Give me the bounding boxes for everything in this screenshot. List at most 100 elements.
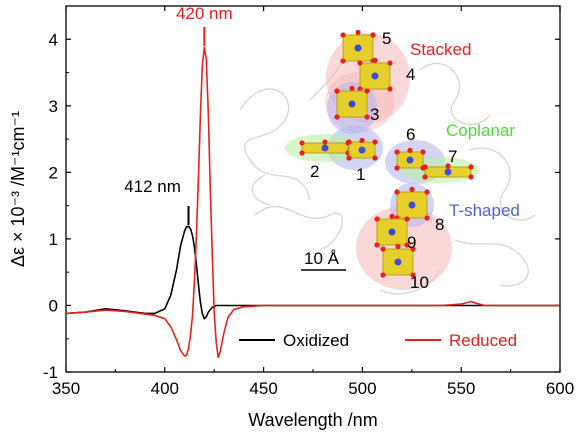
oxygen-atom	[355, 29, 361, 35]
oxygen-atom	[424, 189, 430, 195]
oxygen-atom	[364, 88, 370, 94]
oxygen-atom	[404, 242, 410, 248]
peak-label-420: 420 nm	[176, 4, 233, 23]
oxygen-atom	[394, 149, 400, 155]
oxygen-atom	[299, 150, 305, 156]
legend-label-oxidized: Oxidized	[283, 331, 349, 350]
x-tick-label-550: 550	[447, 379, 475, 398]
x-axis-title: Wavelength /nm	[248, 410, 377, 430]
oxygen-atom	[394, 165, 400, 171]
y-tick-label--1: -1	[43, 363, 58, 382]
iron-atom	[408, 201, 416, 209]
oxygen-atom	[364, 114, 370, 120]
scale-bar-label: 10 Å	[304, 249, 340, 268]
peak-label-412: 412 nm	[124, 177, 181, 196]
x-tick-label-500: 500	[348, 379, 376, 398]
oxygen-atom	[340, 32, 346, 38]
oxygen-atom	[359, 137, 365, 143]
oxygen-atom	[410, 272, 416, 278]
y-axis-title: Δε × 10⁻³ /M⁻¹cm⁻¹	[8, 111, 28, 267]
oxygen-atom	[357, 60, 363, 66]
iron-atom	[388, 228, 396, 236]
series-line-reduced	[65, 46, 560, 359]
plot-area: 350 400 450 500 550 600 -1 0 1 2 3 4 Wavelength /nm Δ…	[8, 4, 574, 430]
heme-number-2: 2	[310, 162, 319, 181]
heme-number-1: 1	[356, 165, 365, 184]
iron-atom	[444, 168, 452, 176]
x-tick-label-600: 600	[546, 379, 574, 398]
tshaped-label: T-shaped	[449, 201, 520, 220]
heme-number-7: 7	[448, 147, 457, 166]
stacked-label: Stacked	[410, 40, 471, 59]
y-tick-label-1: 1	[49, 230, 58, 249]
oxygen-atom	[374, 242, 380, 248]
heme-groups	[299, 29, 474, 278]
iron-atom	[348, 100, 356, 108]
oxygen-atom	[387, 86, 393, 92]
heme-number-6: 6	[406, 125, 415, 144]
y-tick-label-4: 4	[49, 30, 58, 49]
oxygen-atom	[468, 174, 474, 180]
oxygen-atom	[409, 186, 415, 192]
oxygen-atom	[346, 155, 352, 161]
oxygen-atom	[420, 149, 426, 155]
heme-8	[394, 186, 430, 221]
oxygen-atom	[334, 114, 340, 120]
oxygen-atom	[340, 58, 346, 64]
oxygen-atom	[370, 32, 376, 38]
oxygen-atom	[389, 213, 395, 219]
oxygen-atom	[334, 88, 340, 94]
heme-10	[380, 243, 416, 278]
oxygen-atom	[407, 147, 413, 153]
oxygen-atom	[322, 139, 328, 145]
oxygen-atom	[404, 216, 410, 222]
iron-atom	[358, 146, 366, 154]
oxygen-atom	[395, 243, 401, 249]
coplanar-label: Coplanar	[446, 121, 515, 140]
y-tick-label-2: 2	[49, 163, 58, 182]
y-tick-label-3: 3	[49, 97, 58, 116]
oxygen-atom	[374, 216, 380, 222]
oxygen-atom	[299, 140, 305, 146]
heme-6	[394, 147, 426, 171]
heme-structure-inset: 5 4 3 6 2 1 7 8 9 10 Stacked Coplanar T-…	[239, 29, 536, 295]
heme-7	[422, 163, 474, 180]
oxygen-atom	[422, 174, 428, 180]
oxygen-atom	[380, 272, 386, 278]
oxygen-atom	[424, 215, 430, 221]
heme-number-4: 4	[406, 65, 415, 84]
x-tick-label-400: 400	[151, 379, 179, 398]
iron-atom	[406, 156, 414, 164]
oxygen-atom	[468, 164, 474, 170]
oxygen-atom	[410, 246, 416, 252]
oxygen-atom	[357, 86, 363, 92]
legend-label-reduced: Reduced	[449, 331, 517, 350]
oxygen-atom	[372, 155, 378, 161]
oxygen-atom	[387, 60, 393, 66]
heme-number-3: 3	[370, 105, 379, 124]
oxygen-atom	[372, 57, 378, 64]
heme-5	[340, 29, 376, 64]
oxygen-atom	[349, 85, 355, 91]
heme-1	[346, 137, 378, 161]
iron-atom	[321, 144, 329, 152]
series-line-oxidized	[65, 225, 560, 320]
iron-atom	[371, 72, 379, 80]
heme-3	[334, 85, 370, 120]
heme-9	[374, 213, 410, 248]
oxygen-atom	[372, 139, 378, 145]
oxygen-atom	[380, 246, 386, 252]
oxygen-atom	[445, 163, 451, 169]
iron-atom	[354, 44, 362, 52]
oxygen-atom	[422, 164, 428, 170]
heme-number-10: 10	[410, 273, 429, 292]
heme-number-8: 8	[435, 215, 444, 234]
oxygen-atom	[394, 189, 400, 195]
oxygen-atom	[346, 139, 352, 145]
heme-number-5: 5	[382, 29, 391, 48]
protein-ribbon-background	[239, 39, 536, 295]
y-tick-label-0: 0	[49, 296, 58, 315]
x-tick-label-450: 450	[249, 379, 277, 398]
iron-atom	[394, 258, 402, 266]
